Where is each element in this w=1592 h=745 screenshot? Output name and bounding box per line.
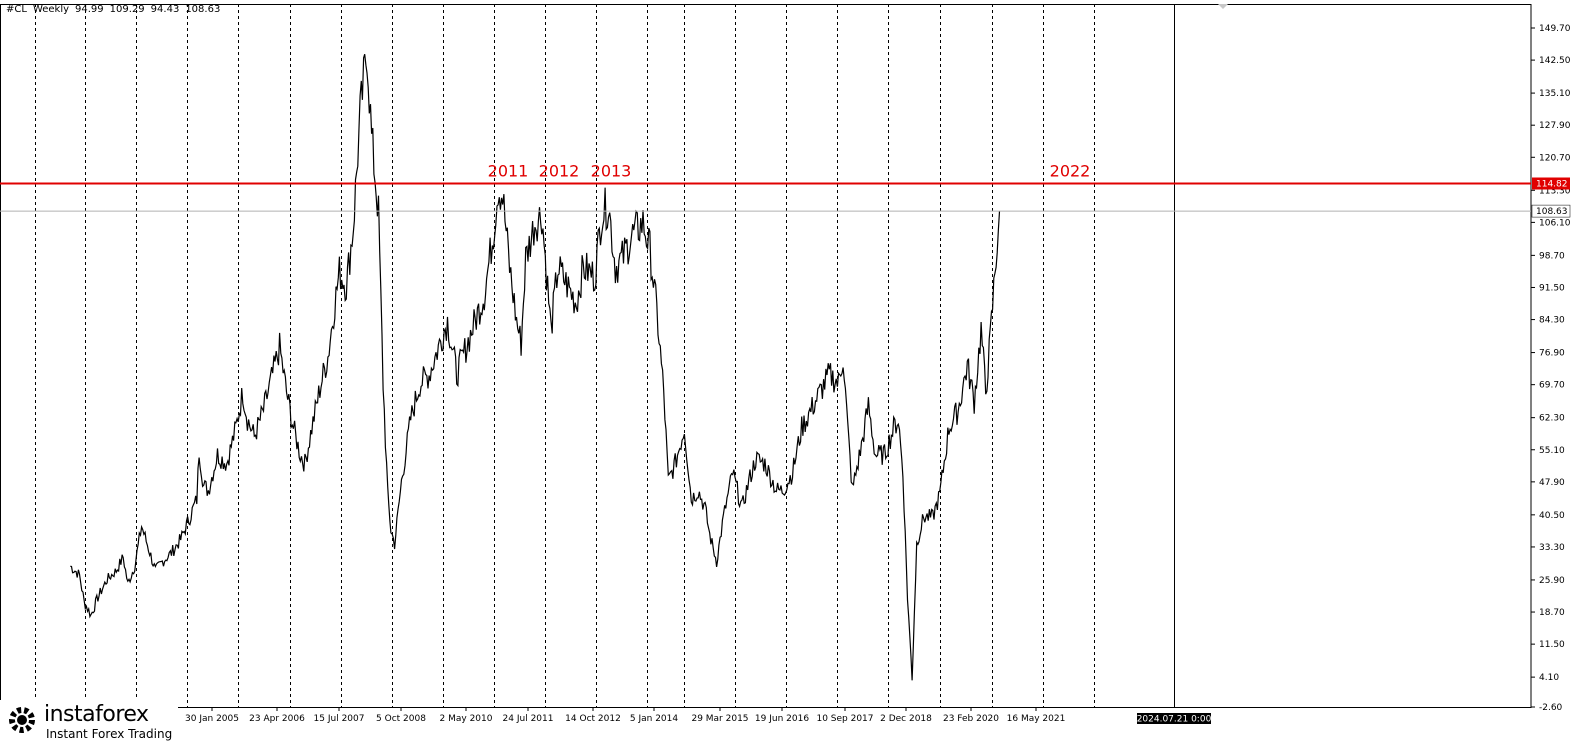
- x-tick-label-8: 29 Mar 2015: [691, 714, 748, 724]
- annotation-2011: 2011: [488, 162, 529, 181]
- scroll-marker: [1218, 4, 1228, 9]
- x-tick-label-10: 10 Sep 2017: [816, 714, 873, 724]
- x-tick-label-7: 5 Jan 2014: [630, 714, 678, 724]
- low-value: 94.43: [150, 4, 180, 15]
- y-tick-label-6: 106.10: [1539, 218, 1571, 228]
- x-tick-label-11: 2 Dec 2018: [880, 714, 932, 724]
- brand-logo: instaforex Instant Forex Trading: [0, 700, 178, 745]
- x-tick-label-2: 15 Jul 2007: [314, 714, 365, 724]
- levels: [0, 182, 1531, 212]
- year-annotations: 2011 2012 2013 2022: [488, 162, 1091, 181]
- open-value: 94.99: [75, 4, 104, 15]
- annotation-2013: 2013: [591, 162, 632, 181]
- annotation-2012: 2012: [539, 162, 580, 181]
- price-series: [70, 54, 1001, 681]
- y-tick-label-8: 91.50: [1539, 283, 1565, 293]
- y-tick-label-9: 84.30: [1539, 316, 1565, 326]
- symbol-label: #CL: [6, 4, 27, 15]
- plot-frame: [0, 4, 1532, 708]
- y-tick-label-4: 120.70: [1539, 153, 1571, 163]
- annotation-2022: 2022: [1050, 162, 1091, 181]
- x-tick-label-0: 30 Jan 2005: [185, 714, 239, 724]
- y-tick-label-18: 18.70: [1539, 608, 1565, 618]
- y-tick-label-7: 98.70: [1539, 251, 1565, 261]
- high-value: 109.29: [109, 4, 145, 15]
- price-axis: 149.70 142.50 135.10 127.90 120.70 113.30 106.…: [1531, 24, 1571, 713]
- resistance-price-tag: 114.82: [1536, 180, 1568, 190]
- resistance-price-box: [1532, 177, 1570, 190]
- time-grid: [0, 4, 1532, 708]
- y-tick-label-17: 25.90: [1539, 576, 1565, 586]
- y-tick-label-15: 40.50: [1539, 511, 1565, 521]
- x-tick-label-4: 2 May 2010: [440, 714, 493, 724]
- close-value: 108.63: [185, 4, 221, 15]
- current-price-box: [1531, 204, 1571, 218]
- y-tick-label-14: 47.90: [1539, 478, 1565, 488]
- x-tick-label-13: 16 May 2021: [1007, 714, 1066, 724]
- y-tick-label-10: 76.90: [1539, 349, 1565, 359]
- y-tick-label-5: 113.30: [1539, 186, 1571, 196]
- y-tick-label-21: -2.60: [1539, 703, 1563, 713]
- time-axis: 30 Jan 2005 23 Apr 2006 15 Jul 2007 5 Oct 2…: [185, 707, 1212, 725]
- y-tick-label-13: 55.10: [1539, 446, 1565, 456]
- x-tick-label-3: 5 Oct 2008: [376, 714, 426, 724]
- x-tick-label-6: 14 Oct 2012: [565, 714, 621, 724]
- price-line: [70, 54, 1001, 681]
- timeframe-label: Weekly: [32, 4, 70, 15]
- y-tick-label-3: 127.90: [1539, 121, 1571, 131]
- x-tick-label-12: 23 Feb 2020: [943, 714, 999, 724]
- y-tick-label-0: 149.70: [1539, 24, 1571, 34]
- y-tick-label-16: 33.30: [1539, 543, 1565, 553]
- cursor-time-box: [1137, 713, 1211, 724]
- x-tick-label-9: 19 Jun 2016: [755, 714, 809, 724]
- y-tick-label-20: 4.10: [1539, 673, 1559, 683]
- chart-header: #CL Weekly 94.99 109.29 94.43 108.63: [6, 4, 226, 15]
- current-price-tag: 108.63: [1536, 207, 1568, 217]
- x-tick-label-1: 23 Apr 2006: [249, 714, 305, 724]
- instaforex-gear-icon: [9, 707, 35, 733]
- y-tick-label-11: 69.70: [1539, 381, 1565, 391]
- y-tick-label-2: 135.10: [1539, 89, 1571, 99]
- y-tick-label-19: 11.50: [1539, 640, 1565, 650]
- brand-name: instaforex: [44, 702, 149, 727]
- cursor-time-label: 2024.07.21 0:00: [1137, 715, 1212, 725]
- brand-tagline: Instant Forex Trading: [46, 727, 173, 741]
- x-tick-label-5: 24 Jul 2011: [503, 714, 554, 724]
- y-tick-label-12: 62.30: [1539, 414, 1565, 424]
- y-tick-label-1: 142.50: [1539, 56, 1571, 66]
